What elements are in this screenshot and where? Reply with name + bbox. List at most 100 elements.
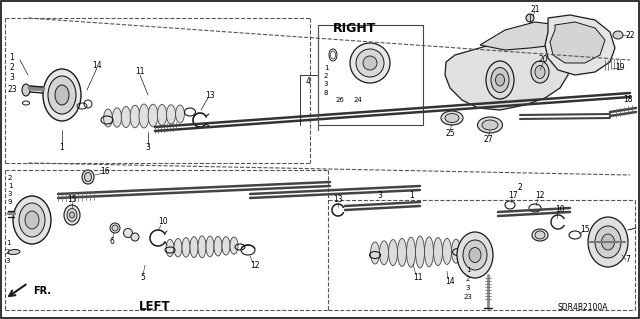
Ellipse shape [495, 74, 504, 86]
Ellipse shape [535, 65, 545, 78]
Ellipse shape [43, 69, 81, 121]
Ellipse shape [602, 234, 614, 250]
Ellipse shape [469, 248, 481, 263]
Ellipse shape [397, 238, 406, 266]
Text: 8: 8 [324, 90, 328, 96]
Ellipse shape [182, 238, 190, 257]
Circle shape [356, 49, 384, 77]
Text: 5: 5 [141, 273, 145, 283]
Ellipse shape [613, 31, 623, 39]
Ellipse shape [198, 236, 206, 258]
Text: 2: 2 [466, 276, 470, 282]
Ellipse shape [526, 14, 534, 22]
Text: 26: 26 [335, 97, 344, 103]
Ellipse shape [166, 105, 175, 124]
Ellipse shape [130, 105, 140, 128]
Text: 16: 16 [100, 167, 110, 176]
Ellipse shape [424, 237, 433, 267]
Ellipse shape [157, 105, 166, 125]
Ellipse shape [124, 228, 132, 238]
Ellipse shape [175, 105, 184, 123]
Text: 14: 14 [445, 278, 455, 286]
Ellipse shape [445, 114, 459, 122]
Ellipse shape [214, 236, 222, 256]
Ellipse shape [206, 236, 214, 257]
Ellipse shape [457, 232, 493, 278]
Polygon shape [480, 22, 565, 50]
Text: 11: 11 [135, 68, 145, 77]
Ellipse shape [415, 236, 424, 268]
Text: 21: 21 [531, 4, 540, 13]
Text: 11: 11 [413, 273, 423, 283]
Ellipse shape [113, 108, 122, 127]
Ellipse shape [406, 237, 415, 267]
Ellipse shape [486, 61, 514, 99]
Ellipse shape [84, 173, 92, 182]
Text: 1: 1 [466, 267, 470, 273]
Text: 4: 4 [305, 78, 310, 86]
Ellipse shape [388, 240, 397, 266]
Text: 1: 1 [6, 240, 10, 246]
Text: 2: 2 [6, 249, 10, 255]
Ellipse shape [532, 229, 548, 241]
Ellipse shape [222, 237, 230, 255]
Text: 3: 3 [378, 191, 383, 201]
Text: 15: 15 [580, 226, 590, 234]
Ellipse shape [451, 239, 461, 263]
Bar [318, 25, 423, 125]
Text: 23: 23 [463, 294, 472, 300]
Text: 1: 1 [8, 183, 12, 189]
Text: 3: 3 [10, 73, 15, 83]
Ellipse shape [491, 68, 509, 93]
Text: 15: 15 [67, 196, 77, 204]
Text: 27: 27 [483, 136, 493, 145]
Text: 2: 2 [8, 175, 12, 181]
Text: 7: 7 [625, 256, 630, 264]
Text: 2: 2 [324, 73, 328, 79]
Ellipse shape [67, 209, 77, 221]
Text: 24: 24 [354, 97, 362, 103]
Ellipse shape [64, 205, 80, 225]
Text: 17: 17 [508, 191, 518, 201]
Text: 20: 20 [538, 56, 548, 64]
Ellipse shape [22, 84, 30, 96]
Text: 18: 18 [623, 95, 633, 105]
Text: 12: 12 [535, 191, 545, 201]
Ellipse shape [110, 223, 120, 233]
Text: 13: 13 [333, 196, 343, 204]
Text: 23: 23 [7, 85, 17, 93]
Ellipse shape [55, 85, 69, 105]
Polygon shape [445, 32, 570, 110]
Ellipse shape [371, 242, 380, 264]
Text: 13: 13 [205, 91, 215, 100]
Ellipse shape [13, 196, 51, 244]
Ellipse shape [70, 212, 74, 218]
Text: 2: 2 [10, 63, 14, 72]
Ellipse shape [174, 239, 182, 257]
Ellipse shape [166, 239, 174, 256]
Text: 19: 19 [615, 63, 625, 72]
Text: 14: 14 [92, 61, 102, 70]
Text: 3: 3 [6, 258, 10, 264]
Ellipse shape [588, 217, 628, 267]
Polygon shape [550, 22, 605, 63]
Ellipse shape [482, 120, 498, 130]
Ellipse shape [48, 76, 76, 114]
Ellipse shape [230, 237, 238, 254]
Ellipse shape [190, 237, 198, 257]
Text: 9: 9 [8, 199, 12, 205]
Ellipse shape [112, 225, 118, 231]
Ellipse shape [139, 104, 149, 128]
Ellipse shape [8, 249, 20, 255]
Ellipse shape [104, 109, 113, 127]
Polygon shape [545, 15, 615, 75]
Text: SDR4B2100A: SDR4B2100A [557, 303, 608, 313]
Text: 3: 3 [145, 144, 150, 152]
Ellipse shape [531, 61, 549, 83]
Ellipse shape [380, 241, 388, 265]
Circle shape [350, 43, 390, 83]
Text: 1: 1 [410, 191, 414, 201]
Ellipse shape [463, 240, 487, 270]
Text: 3: 3 [8, 191, 12, 197]
Text: 12: 12 [250, 261, 260, 270]
